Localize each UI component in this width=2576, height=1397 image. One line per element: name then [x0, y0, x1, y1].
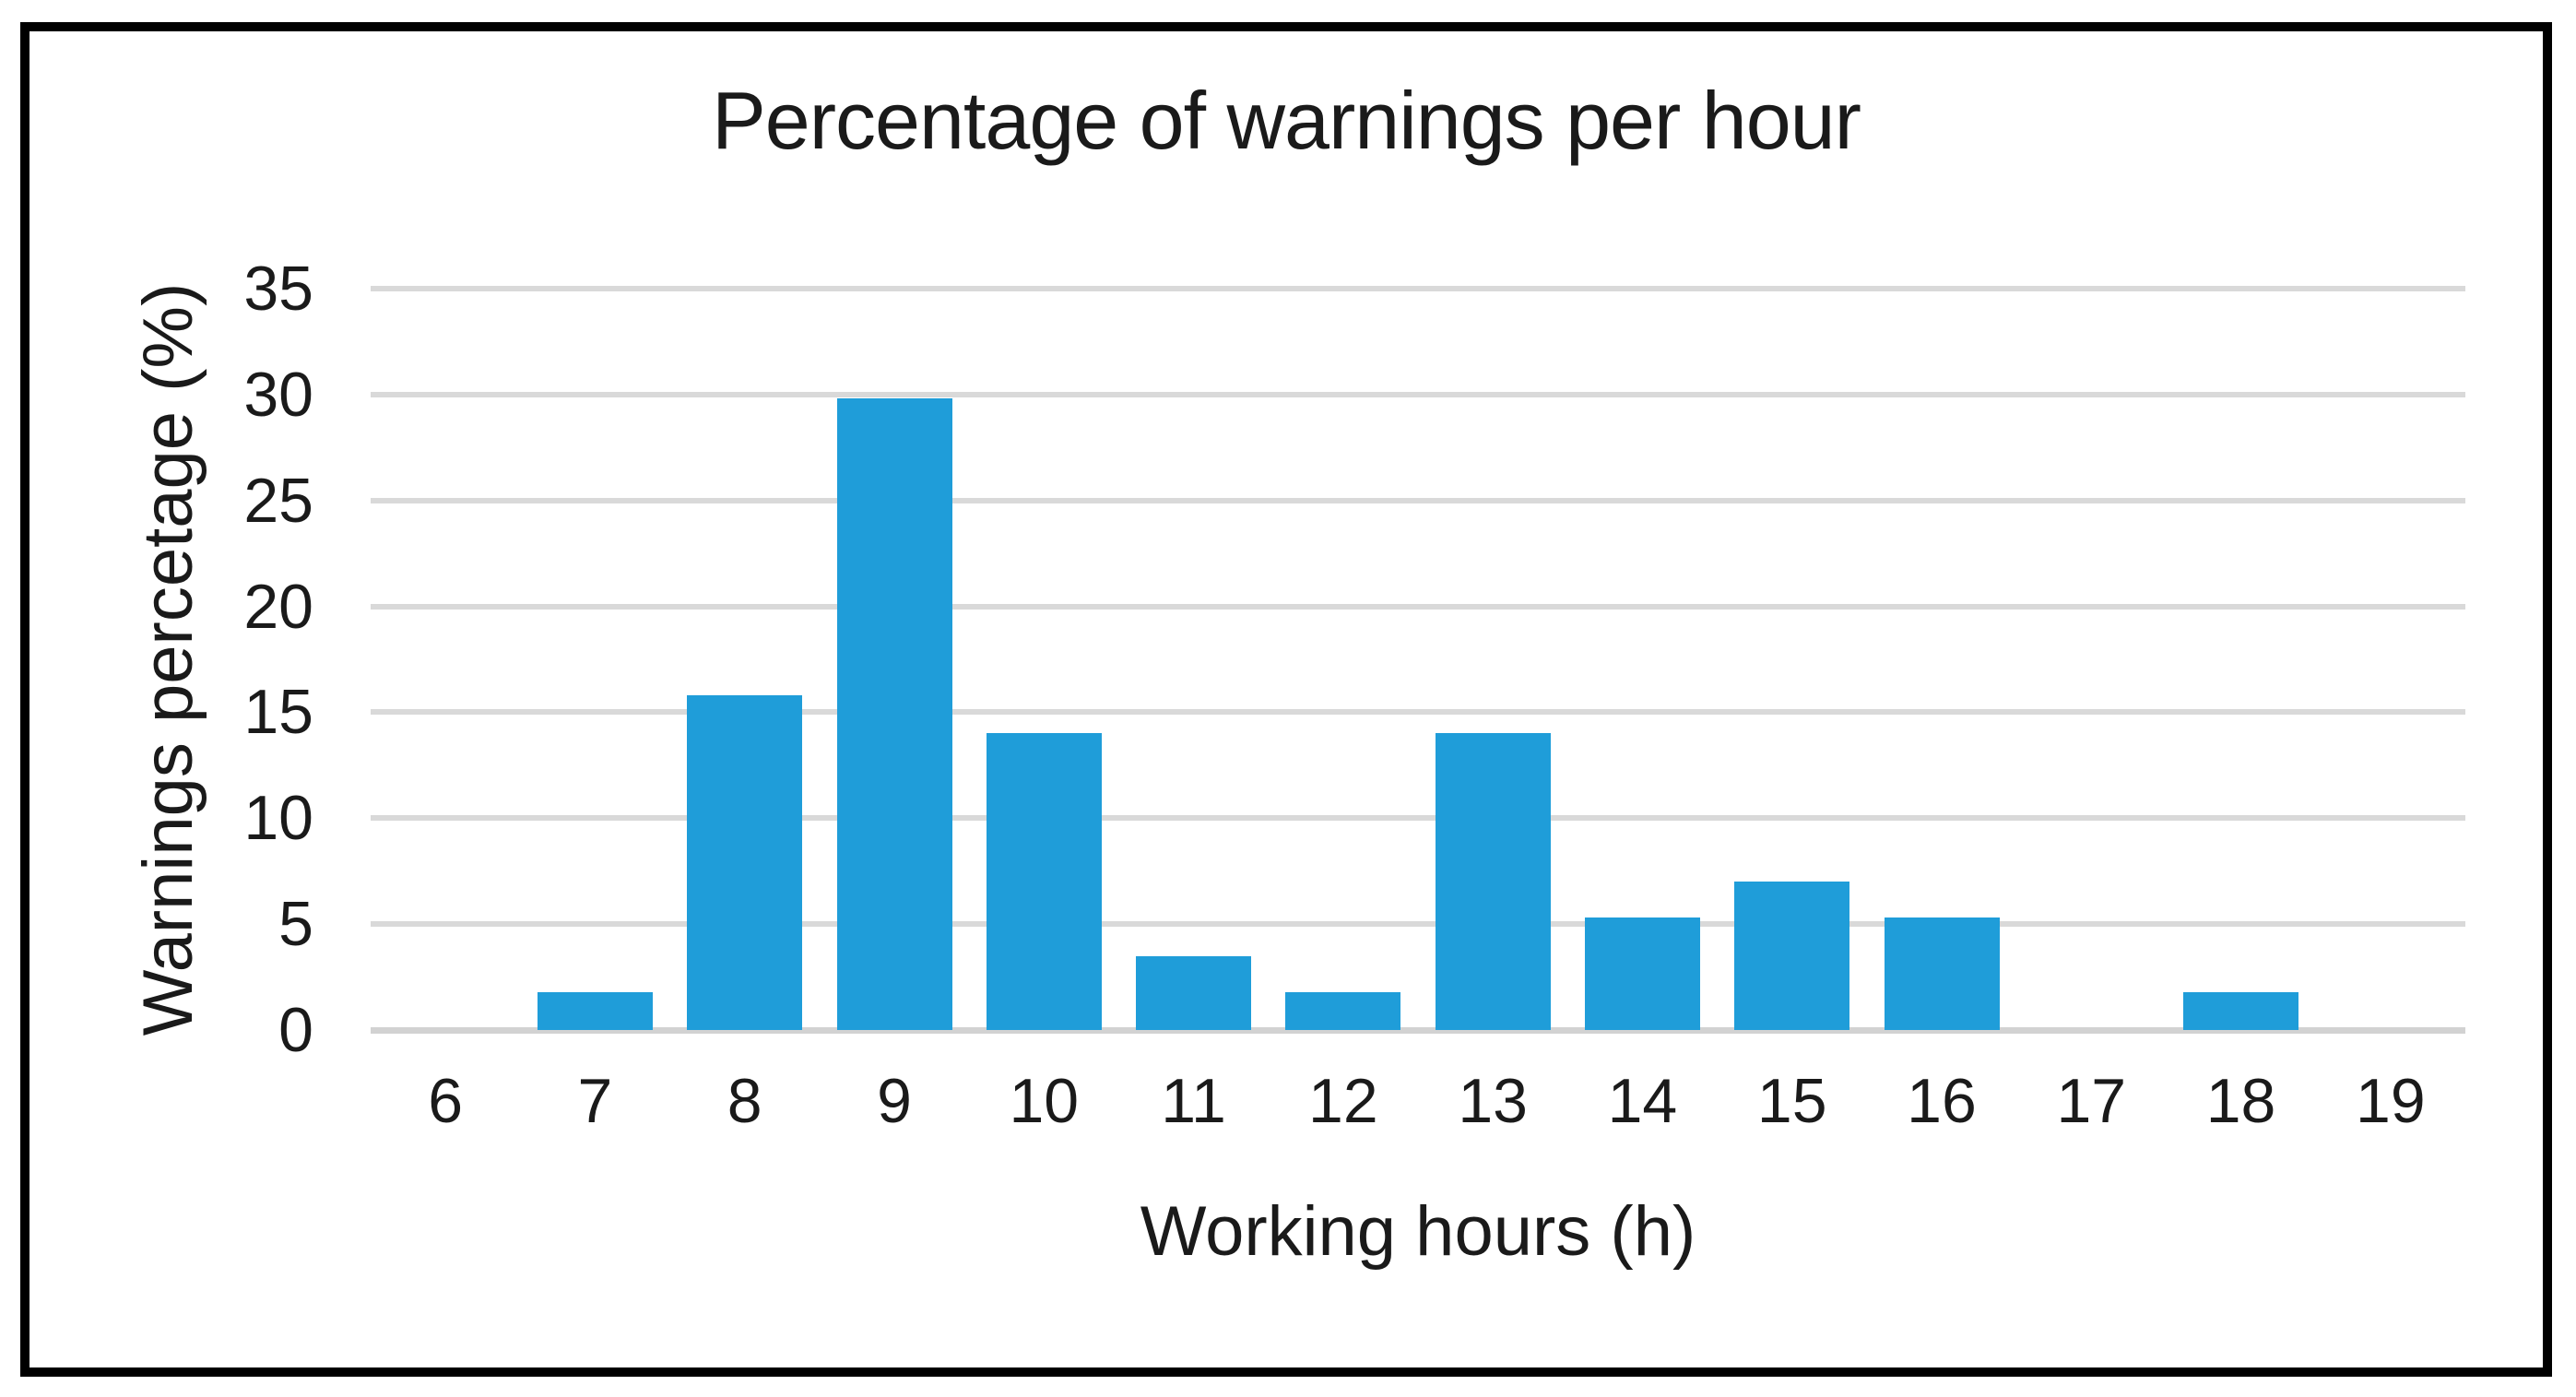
plot-area	[371, 286, 2465, 1034]
x-axis-title: Working hours (h)	[1140, 1192, 1696, 1271]
x-tick-label-12: 12	[1308, 1066, 1378, 1136]
x-tick-label-8: 8	[727, 1066, 762, 1136]
gridline	[371, 815, 2465, 822]
chart-title: Percentage of warnings per hour	[712, 75, 1861, 166]
x-tick-label-10: 10	[1009, 1066, 1080, 1136]
bar-hour-18	[2183, 991, 2299, 1030]
y-tick-label-25: 25	[243, 465, 313, 536]
gridline	[371, 391, 2465, 397]
x-tick-label-13: 13	[1458, 1066, 1528, 1136]
x-tick-label-14: 14	[1607, 1066, 1678, 1136]
gridline	[371, 286, 2465, 291]
bar-hour-9	[836, 398, 952, 1030]
y-tick-label-20: 20	[243, 571, 313, 642]
bar-hour-12	[1285, 991, 1401, 1030]
bar-hour-8	[687, 695, 803, 1030]
y-tick-label-5: 5	[278, 889, 313, 960]
bar-hour-16	[1884, 918, 2000, 1030]
y-tick-label-35: 35	[243, 254, 313, 324]
gridline	[371, 497, 2465, 503]
bar-hour-13	[1435, 733, 1551, 1030]
gridline	[371, 603, 2465, 610]
x-tick-label-16: 16	[1907, 1066, 1977, 1136]
x-tick-label-17: 17	[2056, 1066, 2127, 1136]
y-tick-label-10: 10	[243, 783, 313, 854]
chart-border-frame	[20, 22, 2552, 1377]
bar-hour-10	[986, 733, 1102, 1030]
x-tick-label-15: 15	[1756, 1066, 1827, 1136]
x-axis-line	[371, 1026, 2465, 1034]
bar-hour-7	[537, 991, 653, 1030]
x-tick-label-11: 11	[1161, 1066, 1226, 1136]
gridline	[371, 921, 2465, 928]
x-tick-label-6: 6	[428, 1066, 464, 1136]
y-tick-label-15: 15	[243, 677, 313, 748]
y-tick-label-0: 0	[278, 995, 313, 1065]
x-tick-label-9: 9	[877, 1066, 912, 1136]
bar-hour-15	[1734, 882, 1850, 1030]
x-tick-label-19: 19	[2356, 1066, 2426, 1136]
bar-hour-14	[1584, 918, 1700, 1030]
x-tick-label-7: 7	[577, 1066, 613, 1136]
bar-hour-11	[1136, 955, 1252, 1030]
gridline	[371, 709, 2465, 716]
y-tick-label-30: 30	[243, 359, 313, 430]
x-tick-label-18: 18	[2205, 1066, 2276, 1136]
